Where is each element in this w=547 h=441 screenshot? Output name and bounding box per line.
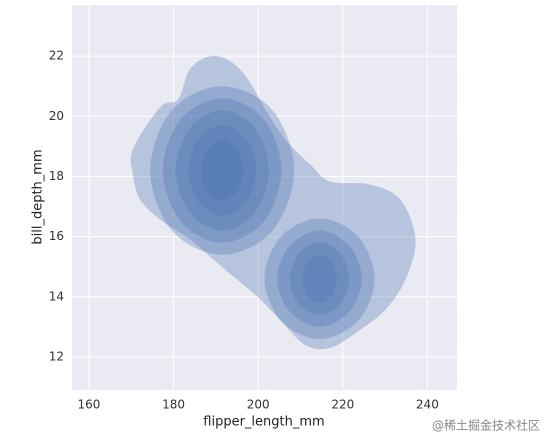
density-contour [277, 230, 362, 327]
y-tick-label: 20 [49, 109, 64, 123]
plot-area [72, 5, 457, 390]
x-axis-label: flipper_length_mm [203, 415, 324, 430]
y-tick-label: 22 [49, 49, 64, 63]
density-contour [201, 140, 244, 201]
x-tick-label: 160 [77, 398, 100, 412]
density-contour [289, 242, 350, 315]
density-contour [150, 86, 295, 255]
x-tick-label: 240 [416, 398, 439, 412]
x-tick-label: 200 [247, 398, 270, 412]
y-tick-label: 12 [49, 349, 64, 363]
density-contour [175, 110, 269, 231]
watermark: @稀土掘金技术社区 [432, 418, 540, 433]
y-axis-label: bill_depth_mm [31, 149, 46, 244]
density-contour [188, 125, 257, 216]
x-tick-label: 220 [331, 398, 354, 412]
density-contour [264, 218, 375, 339]
x-tick-label: 180 [162, 398, 185, 412]
density-contour [302, 254, 337, 303]
tick-labels: 160 180 200 220 240 12 14 16 18 20 22 [49, 49, 439, 412]
density-contour [130, 55, 416, 350]
grid [72, 5, 457, 390]
density-contour [162, 98, 282, 243]
y-tick-label: 14 [49, 289, 64, 303]
density [130, 55, 416, 350]
y-tick-label: 16 [49, 229, 64, 243]
y-tick-label: 18 [49, 169, 64, 183]
